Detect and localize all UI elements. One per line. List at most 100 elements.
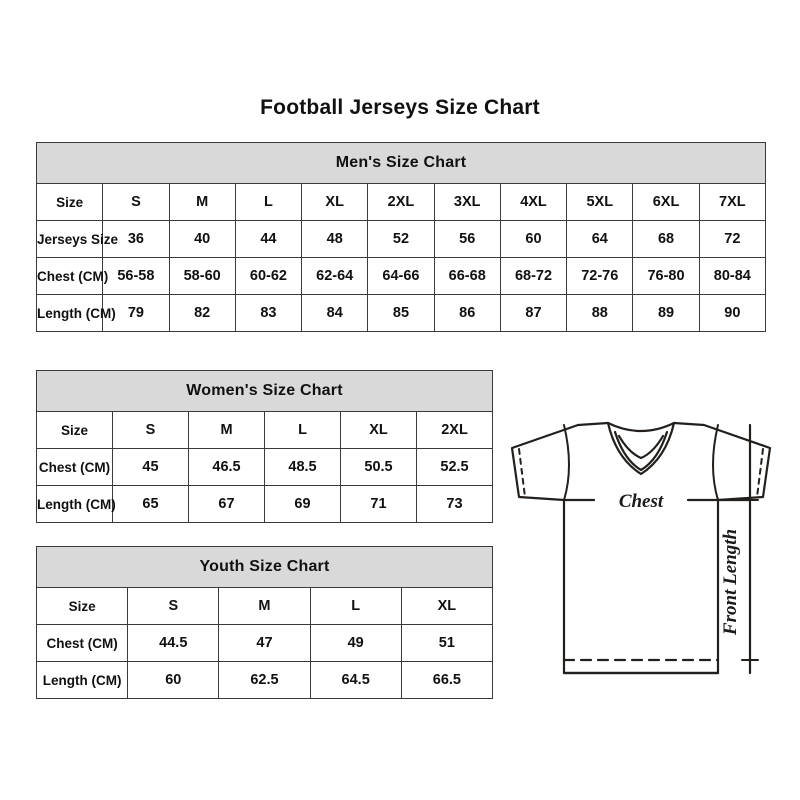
mens-chest-5xl: 72-76	[566, 257, 634, 295]
youth-header-row: Size S M L XL	[35, 587, 494, 625]
mens-jerseys-size-4xl: 60	[499, 220, 568, 258]
mens-chest-6xl: 76-80	[632, 257, 700, 295]
mens-chest-l: 60-62	[234, 257, 303, 295]
mens-jerseys-size-6xl: 68	[632, 220, 700, 258]
table-row: Chest (CM) 44.5 47 49 51	[35, 624, 494, 662]
womens-length-2xl: 73	[416, 485, 493, 523]
mens-jerseys-size-l: 44	[234, 220, 303, 258]
mens-header-row: Size S M L XL 2XL 3XL 4XL 5XL 6XL 7XL	[35, 183, 767, 221]
mens-chest-2xl: 64-66	[367, 257, 435, 295]
mens-chest-7xl: 80-84	[698, 257, 767, 295]
mens-length-m: 82	[168, 294, 236, 332]
mens-table-body: Men's Size Chart Size S M L XL 2XL 3XL 4…	[35, 142, 767, 332]
chest-measure-label: Chest	[619, 491, 664, 512]
mens-jerseys-size-5xl: 64	[566, 220, 634, 258]
womens-table-body: Women's Size Chart Size S M L XL 2XL Che…	[36, 370, 493, 523]
mens-chest-s: 56-58	[102, 257, 170, 295]
mens-jerseys-size-3xl: 56	[433, 220, 501, 258]
left-armhole-seam	[563, 424, 570, 501]
womens-col-xl: XL	[340, 411, 417, 449]
mens-col-5xl: 5XL	[566, 183, 634, 221]
mens-col-m: M	[168, 183, 236, 221]
youth-col-s: S	[127, 587, 220, 625]
mens-length-6xl: 89	[632, 294, 700, 332]
youth-col-xl: XL	[400, 587, 494, 625]
mens-col-6xl: 6XL	[632, 183, 700, 221]
mens-col-2xl: 2XL	[367, 183, 435, 221]
mens-jerseys-size-7xl: 72	[698, 220, 767, 258]
table-row: Jerseys Size 36 40 44 48 52 56 60 64 68 …	[35, 220, 767, 258]
youth-length-l: 64.5	[309, 661, 402, 699]
womens-header-row: Size S M L XL 2XL	[36, 411, 493, 449]
mens-corner-label: Size	[35, 183, 104, 221]
youth-table-body: Youth Size Chart Size S M L XL Chest (CM…	[35, 546, 494, 699]
womens-col-l: L	[264, 411, 341, 449]
mens-row-label-length: Length (CM)	[35, 294, 116, 332]
mens-col-4xl: 4XL	[499, 183, 568, 221]
left-cuff-stitch	[518, 448, 526, 498]
youth-row-label-length: Length (CM)	[35, 661, 129, 699]
mens-col-3xl: 3XL	[433, 183, 501, 221]
mens-length-l: 83	[234, 294, 303, 332]
womens-row-label-chest: Chest (CM)	[36, 448, 113, 486]
page-title: Football Jerseys Size Chart	[260, 96, 540, 119]
mens-col-7xl: 7XL	[698, 183, 767, 221]
mens-col-l: L	[234, 183, 303, 221]
mens-length-7xl: 90	[698, 294, 767, 332]
right-armhole-seam	[712, 424, 719, 501]
mens-chest-m: 58-60	[168, 257, 236, 295]
mens-jerseys-size-s: 36	[102, 220, 170, 258]
womens-caption-row: Women's Size Chart	[36, 370, 493, 412]
left-sleeve-outline	[510, 423, 580, 502]
right-cuff-stitch	[756, 448, 764, 498]
womens-col-s: S	[112, 411, 189, 449]
womens-chest-s: 45	[112, 448, 189, 486]
womens-row-label-length: Length (CM)	[36, 485, 116, 523]
body-outline	[562, 498, 720, 675]
mens-chest-3xl: 66-68	[433, 257, 501, 295]
mens-col-xl: XL	[301, 183, 369, 221]
womens-length-s: 65	[112, 485, 189, 523]
table-row: Length (CM) 65 67 69 71 73	[36, 485, 493, 523]
mens-caption-row: Men's Size Chart	[36, 142, 766, 184]
table-row: Length (CM) 79 82 83 84 85 86 87 88 89 9…	[35, 294, 767, 332]
right-sleeve-outline	[702, 423, 772, 502]
youth-caption-row: Youth Size Chart	[36, 546, 493, 588]
womens-chest-2xl: 52.5	[416, 448, 493, 486]
neckline-outer	[606, 421, 676, 476]
womens-table-caption: Women's Size Chart	[36, 370, 493, 412]
youth-chest-l: 49	[309, 624, 402, 662]
mens-jerseys-size-m: 40	[168, 220, 236, 258]
youth-col-l: L	[309, 587, 402, 625]
youth-table-caption: Youth Size Chart	[36, 546, 493, 588]
mens-row-label-chest: Chest (CM)	[35, 257, 108, 295]
youth-row-label-chest: Chest (CM)	[35, 624, 129, 662]
neckline-inner	[617, 434, 665, 460]
mens-length-3xl: 86	[433, 294, 501, 332]
womens-corner-label: Size	[36, 411, 113, 449]
left-shoulder-line	[576, 421, 610, 427]
front-length-measure-label: Front Length	[720, 529, 741, 636]
mens-jerseys-size-2xl: 52	[367, 220, 435, 258]
womens-chest-l: 48.5	[264, 448, 341, 486]
mens-row-label-jerseys-size: Jerseys Size	[35, 220, 118, 258]
youth-size-table: Youth Size Chart Size S M L XL Chest (CM…	[35, 546, 494, 699]
table-row: Chest (CM) 56-58 58-60 60-62 62-64 64-66…	[35, 257, 767, 295]
mens-length-2xl: 85	[367, 294, 435, 332]
youth-chest-xl: 51	[400, 624, 494, 662]
mens-length-xl: 84	[301, 294, 369, 332]
womens-length-m: 67	[188, 485, 265, 523]
womens-chest-m: 46.5	[188, 448, 265, 486]
collar-top-curve	[606, 421, 676, 433]
table-row: Length (CM) 60 62.5 64.5 66.5	[35, 661, 494, 699]
mens-chest-4xl: 68-72	[499, 257, 568, 295]
womens-size-table: Women's Size Chart Size S M L XL 2XL Che…	[36, 370, 493, 523]
mens-jerseys-size-xl: 48	[301, 220, 369, 258]
womens-col-m: M	[188, 411, 265, 449]
youth-col-m: M	[218, 587, 311, 625]
mens-table-caption: Men's Size Chart	[36, 142, 766, 184]
youth-chest-s: 44.5	[127, 624, 220, 662]
youth-length-s: 60	[127, 661, 220, 699]
mens-size-table: Men's Size Chart Size S M L XL 2XL 3XL 4…	[35, 142, 767, 332]
mens-length-5xl: 88	[566, 294, 634, 332]
